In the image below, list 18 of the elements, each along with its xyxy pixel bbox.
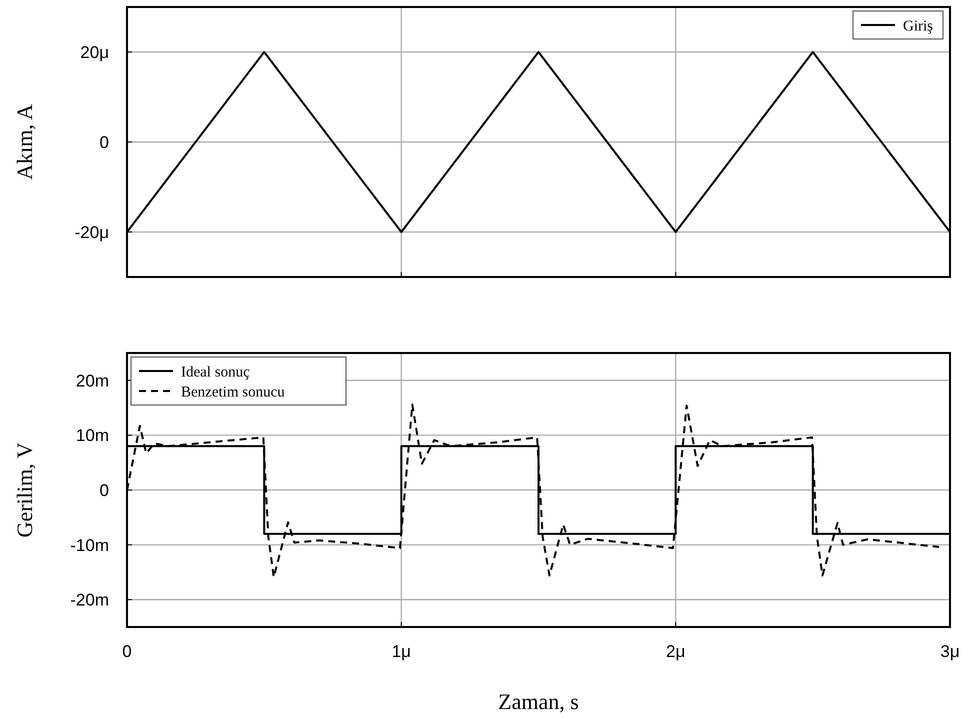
y-tick-label: -10m bbox=[70, 536, 109, 555]
y-tick-label: 0 bbox=[100, 132, 109, 152]
y-tick-label: 0 bbox=[100, 480, 109, 500]
y-tick-label: 20m bbox=[76, 371, 109, 390]
y-tick-label: 10m bbox=[76, 426, 109, 446]
x-tick-label: 2μ bbox=[666, 642, 686, 661]
legend-label: Benzetim sonucu bbox=[181, 384, 286, 400]
legend-label: Giriş bbox=[903, 18, 934, 34]
y-axis-title: Akım, A bbox=[12, 104, 37, 180]
x-tick-label: 1μ bbox=[392, 642, 411, 661]
y-tick-label: -20m bbox=[70, 590, 109, 610]
x-axis-title: Zaman, s bbox=[498, 689, 579, 714]
x-tick-label: 0 bbox=[122, 642, 132, 661]
legend-label: Ideal sonuç bbox=[181, 364, 250, 380]
y-tick-label: -20μ bbox=[74, 222, 109, 242]
x-tick-label: 3μ bbox=[940, 642, 960, 661]
y-tick-label: 20μ bbox=[80, 42, 109, 62]
y-axis-title: Gerilim, V bbox=[12, 442, 37, 538]
